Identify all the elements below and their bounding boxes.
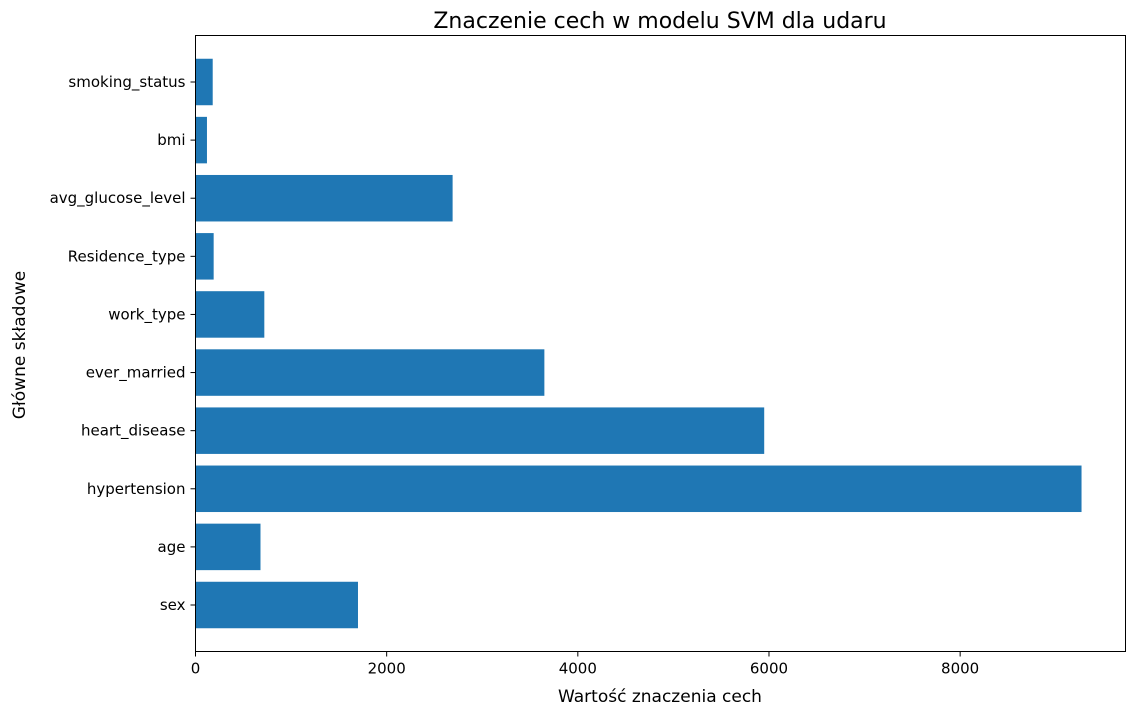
bar-age: [195, 523, 261, 571]
y-tick-label: bmi: [157, 131, 185, 149]
chart-title: Znaczenie cech w modelu SVM dla udaru: [433, 9, 886, 34]
bar-ever-married: [195, 349, 545, 396]
y-tick-label: work_type: [108, 305, 185, 324]
x-tick-label: 4000: [559, 660, 597, 678]
y-tick-label: Residence_type: [68, 247, 186, 266]
bar-bmi: [195, 116, 207, 164]
y-tick-label: smoking_status: [68, 73, 185, 92]
y-ticks-group: sex age hypertension heart_disease ever_marr…: [50, 73, 196, 614]
y-tick-label: sex: [160, 596, 186, 614]
y-tick-label: avg_glucose_level: [50, 189, 186, 208]
x-tick-label: 2000: [368, 660, 406, 678]
y-axis-label: Główne składowe: [10, 271, 30, 419]
bar-heart-disease: [195, 407, 765, 454]
plot-frame: [195, 35, 1126, 652]
bar-avg-glucose-level: [195, 174, 453, 222]
x-tick-label: 8000: [941, 660, 979, 678]
x-tick-label: 6000: [750, 660, 788, 678]
x-axis-label: Wartość znaczenia cech: [558, 687, 762, 707]
bar-sex: [195, 581, 358, 629]
bar-work-type: [195, 291, 265, 338]
y-tick-label: hypertension: [87, 480, 186, 498]
bar-residence-type: [195, 233, 214, 280]
bars-group: [195, 58, 1082, 629]
bar-smoking-status: [195, 58, 213, 106]
x-ticks-group: 0 2000 4000 6000 8000: [191, 651, 979, 678]
y-tick-label: heart_disease: [81, 422, 185, 441]
x-tick-label: 0: [191, 660, 201, 678]
y-tick-label: age: [158, 538, 186, 556]
bar-hypertension: [195, 465, 1082, 513]
y-tick-label: ever_married: [86, 364, 186, 383]
